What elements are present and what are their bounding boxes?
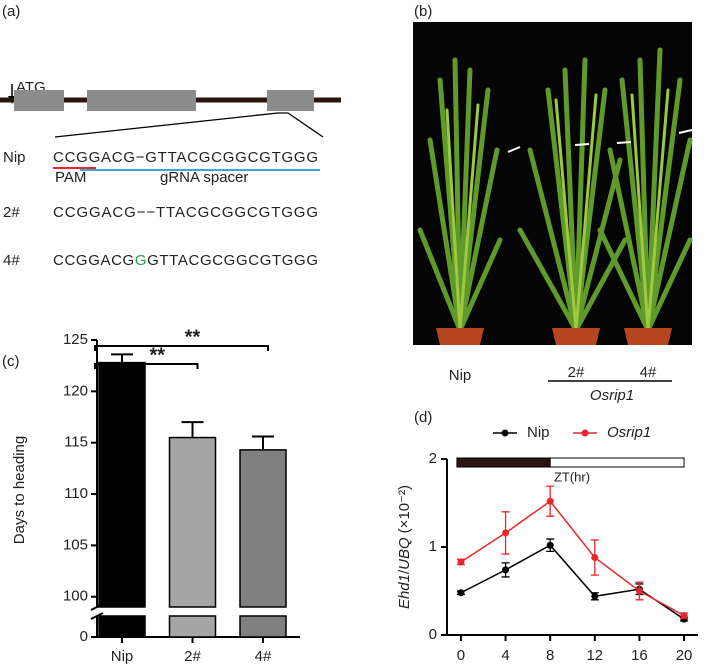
bar-upper [98,361,146,608]
point [591,592,599,600]
point [502,566,510,574]
legend-marker [501,429,509,437]
y-tick-label: 125 [63,331,88,348]
significance-label: ** [185,326,201,348]
insertion: G [135,252,147,269]
bar [98,361,146,638]
point [591,554,599,562]
y-axis-label-part: UBQ [396,537,413,570]
sequence: CCGGACG−GTTACGCGGCGTGGG [53,149,318,166]
exon [87,90,196,111]
sequence: CCGGACG−−TTACGCGGCGTGGG [53,204,318,221]
sequence-part: CCGGACG [53,252,134,269]
point [635,587,643,595]
significance-label: ** [149,344,165,366]
point [457,558,465,566]
y-axis-label: Ehd1/UBQ (×10⁻²) [396,485,413,609]
bar-lower [168,615,217,638]
y-tick-label: 110 [64,485,88,502]
plants [417,47,693,333]
x-tick-label: 20 [676,647,693,664]
bar [239,449,287,638]
exon [14,90,64,111]
pots [436,328,672,345]
pam-label: PAM [55,169,86,186]
bar-upper [239,449,287,608]
error-bar [111,353,133,363]
series-line [460,500,685,617]
legend-label: Nip [527,424,550,441]
x-tick-label: Nip [111,648,134,665]
legend-label: Osrip1 [607,424,651,441]
y-tick-label: 115 [64,434,88,451]
panel-label: (a) [2,3,20,20]
error-bar [252,435,274,450]
y-axis-label-part: Ehd1 [396,574,413,609]
row-label: 4# [3,252,20,269]
point [680,612,688,620]
y-tick-label: 0 [80,628,88,645]
sequence: CCGGACGGGTTACGCGGCGTGGG [53,252,318,269]
significance-bracket [94,363,199,369]
dark-period [456,457,551,468]
panel-label: (c) [2,353,20,370]
light-bar-label: ZT(hr) [554,469,590,484]
row-label: Nip [3,149,26,166]
error-bar [181,421,204,438]
y-tick-label: 120 [63,382,88,399]
x-tick-label: 0 [457,647,465,664]
y-axis-label-part: / [396,569,413,574]
y-tick-label: 1 [429,538,437,555]
row-label: 2# [3,204,20,221]
y-axis-label-part: (×10⁻²) [396,485,413,533]
point [546,497,554,505]
point [502,529,510,537]
photo-label: Nip [449,367,472,384]
x-tick-label: 4# [255,648,272,665]
arrows [507,129,693,153]
y-tick-label: 2 [429,450,437,467]
x-tick-label: 4 [501,647,509,664]
photo-label: 4# [640,364,657,381]
bar [168,436,217,638]
y-tick-label: 100 [63,588,88,605]
spacer-label: gRNA spacer [160,169,248,186]
x-tick-label: 12 [586,647,603,664]
light-period [549,457,685,468]
legend-marker [581,429,589,437]
x-tick-label: 8 [546,647,554,664]
group-label: Osrip1 [590,387,634,404]
panel-label: (b) [414,3,432,20]
x-tick-label: 2# [184,648,201,665]
exon [267,90,314,111]
y-tick-label: 0 [429,626,437,643]
bar-lower [239,615,287,638]
sequence-part: GTTACGCGGCGTGGG [147,252,318,269]
y-axis-label: Days to heading [11,436,28,544]
series-line [460,544,685,620]
x-tick-label: 16 [631,647,648,664]
point [546,541,554,549]
y-tick-label: 105 [63,536,88,553]
panel-label: (d) [414,409,432,426]
point [457,589,465,597]
bar-upper [168,436,217,608]
bar-lower [98,615,146,638]
zoom-lines [54,112,324,138]
photo-label: 2# [568,364,585,381]
significance-bracket [94,345,269,351]
